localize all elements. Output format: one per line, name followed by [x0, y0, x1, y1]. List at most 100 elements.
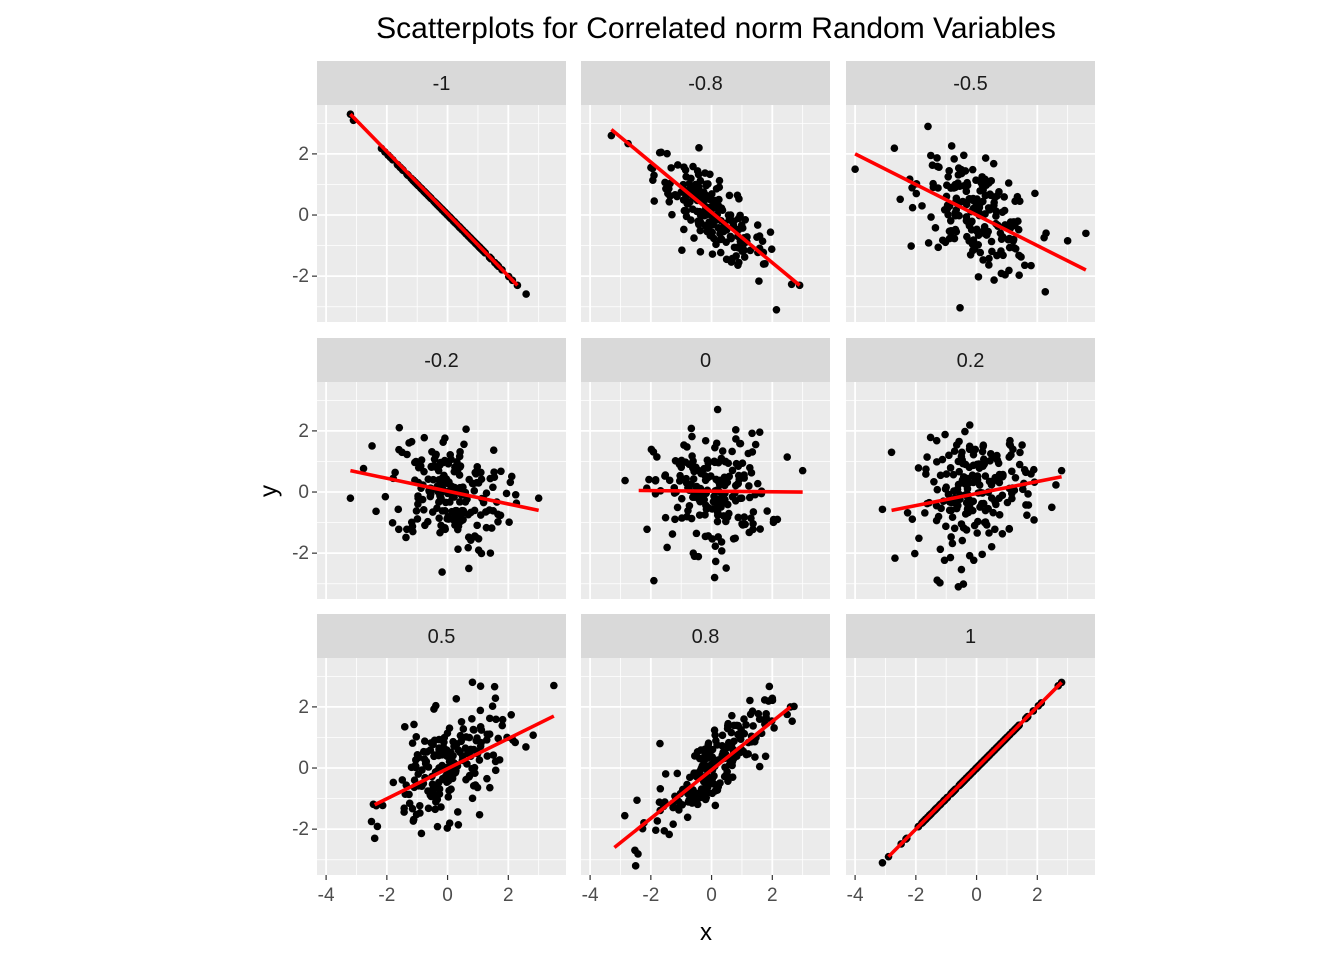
data-point [1030, 516, 1038, 524]
data-point [772, 305, 781, 314]
data-point [944, 172, 952, 181]
data-point [389, 778, 398, 787]
data-point [697, 469, 705, 478]
data-point [466, 745, 475, 754]
data-point [468, 678, 477, 687]
data-point [522, 290, 530, 298]
data-point [986, 191, 995, 200]
fit-line [613, 705, 792, 849]
data-point [969, 236, 978, 244]
data-point [1063, 237, 1072, 245]
data-point [1016, 448, 1024, 457]
data-point [955, 437, 963, 446]
data-point [464, 510, 473, 519]
data-point [661, 770, 670, 778]
data-point [456, 448, 464, 456]
data-point [726, 211, 735, 219]
data-point [979, 455, 988, 463]
facet-panel: -1 -2 0 2 [292, 61, 566, 322]
data-point [887, 448, 896, 457]
data-point [448, 492, 457, 501]
data-point [473, 734, 481, 742]
data-point [651, 476, 660, 484]
data-point [718, 731, 727, 740]
x-tick-label: -4 [582, 885, 599, 906]
data-point [723, 500, 732, 509]
data-point [949, 470, 958, 479]
data-point [940, 205, 949, 214]
data-point [755, 277, 763, 285]
data-point [734, 513, 743, 522]
data-point [472, 470, 480, 478]
data-point [696, 226, 705, 235]
data-point [468, 715, 476, 723]
data-point [990, 198, 998, 207]
data-point [783, 453, 792, 461]
data-point [421, 521, 429, 530]
data-point [684, 200, 692, 208]
facet-panel: 0.2 [846, 338, 1095, 599]
data-point [735, 195, 743, 203]
data-point [701, 795, 710, 804]
data-point [754, 710, 763, 718]
data-point [740, 253, 749, 261]
data-point [494, 734, 503, 743]
data-point [430, 705, 438, 713]
data-point [950, 524, 959, 533]
data-point [693, 167, 702, 175]
data-point [718, 741, 726, 750]
data-point [736, 735, 745, 743]
data-point [912, 189, 921, 198]
data-point [452, 695, 461, 703]
data-point [477, 475, 486, 484]
data-point [934, 184, 942, 192]
y-tick-label: 2 [298, 144, 309, 165]
points [346, 423, 543, 576]
data-point [441, 524, 449, 532]
data-point [414, 500, 422, 508]
data-point [459, 725, 468, 733]
data-point [403, 525, 411, 534]
data-point [936, 471, 945, 480]
data-point [494, 517, 502, 526]
data-point [491, 694, 500, 702]
data-point [460, 440, 468, 449]
data-point [710, 726, 719, 734]
data-point [947, 142, 956, 150]
data-point [1052, 481, 1060, 489]
facet-strip-label: 0.5 [428, 626, 456, 648]
data-point [668, 530, 677, 538]
data-point [965, 220, 973, 228]
data-point [713, 517, 722, 526]
facet-strip-label: 1 [965, 626, 976, 648]
data-point [408, 739, 417, 747]
data-point [663, 543, 671, 552]
y-tick-label: 2 [298, 421, 309, 442]
y-tick-label: -2 [292, 819, 309, 840]
data-point [769, 518, 778, 527]
data-point [726, 232, 735, 241]
data-point [668, 210, 676, 219]
data-point [727, 728, 736, 737]
data-point [991, 473, 999, 482]
data-point [1007, 489, 1016, 498]
data-point [974, 273, 983, 281]
data-point [1011, 197, 1019, 205]
data-point [708, 789, 717, 798]
data-point [713, 511, 722, 520]
data-point [985, 254, 993, 263]
data-point [1031, 189, 1039, 198]
data-point [755, 762, 764, 771]
facet-strip [846, 338, 1095, 382]
data-point [704, 180, 712, 188]
data-point [424, 804, 433, 813]
fit-line [349, 112, 519, 287]
data-point [650, 171, 658, 180]
data-point [433, 822, 442, 831]
data-point [734, 261, 742, 270]
data-point [1005, 266, 1013, 275]
data-point [445, 724, 454, 732]
data-point [1057, 466, 1066, 475]
data-point [488, 702, 497, 710]
